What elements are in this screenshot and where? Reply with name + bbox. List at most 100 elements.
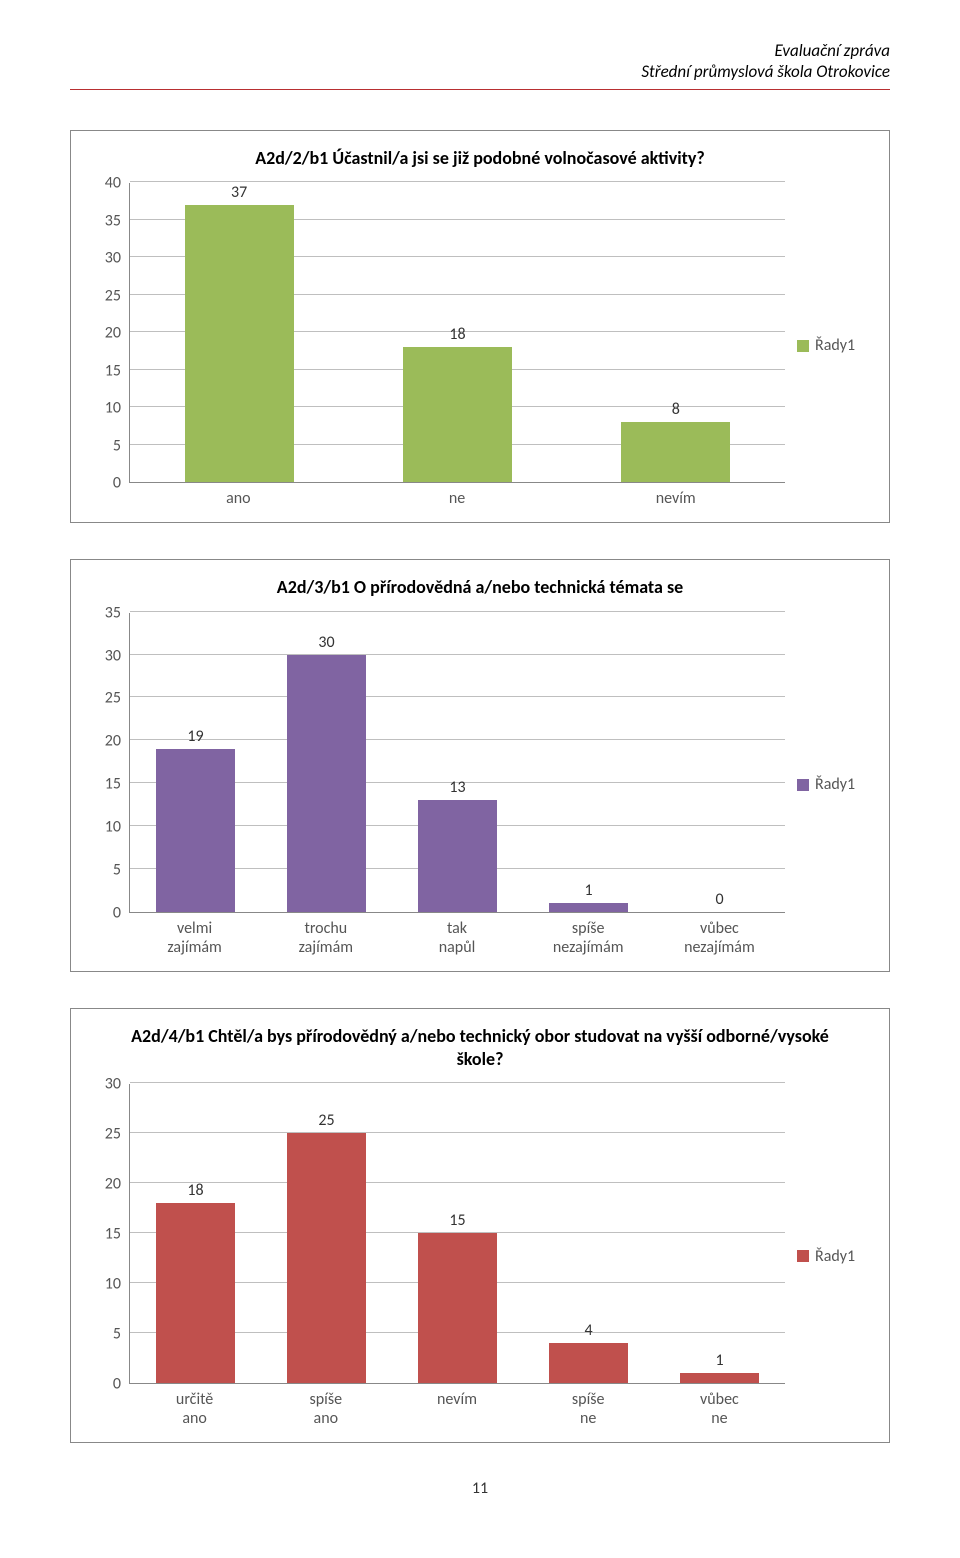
- chart1-legend-swatch: [797, 340, 809, 352]
- chart3-legend-text: Řady1: [815, 1247, 855, 1266]
- chart2-x-label: spíšenezajímám: [523, 919, 654, 957]
- chart3-plot: 18 25 15 4 1: [129, 1084, 785, 1384]
- chart3-y-tick: 0: [113, 1375, 121, 1394]
- chart1-y-axis: 0510152025303540: [85, 183, 129, 483]
- doc-header: Evaluační zpráva Střední průmyslová škol…: [70, 40, 890, 83]
- chart1-y-tick: 0: [113, 474, 121, 493]
- chart2-bar-value: 19: [156, 727, 235, 746]
- chart3-bar-slot: 4: [523, 1343, 654, 1383]
- chart3-bar: 18: [156, 1203, 235, 1383]
- chart3: A2d/4/b1 Chtěl/a bys přírodovědný a/nebo…: [70, 1008, 890, 1443]
- chart2-bar: 1: [549, 903, 628, 912]
- chart3-x-label: spíšeano: [260, 1390, 391, 1428]
- chart2-y-tick: 0: [113, 903, 121, 922]
- chart3-bar: 15: [418, 1233, 497, 1383]
- chart2-legend: Řady1: [785, 613, 875, 957]
- chart2-y-tick: 15: [105, 775, 121, 794]
- chart3-bar: 4: [549, 1343, 628, 1383]
- chart2-y-tick: 20: [105, 732, 121, 751]
- chart2: A2d/3/b1 O přírodovědná a/nebo technická…: [70, 559, 890, 972]
- page-number: 11: [70, 1479, 890, 1498]
- chart1-bar-slot: 8: [567, 422, 785, 482]
- chart2-bar-value: 13: [418, 778, 497, 797]
- chart2-y-axis: 05101520253035: [85, 613, 129, 913]
- chart1-y-tick: 25: [105, 286, 121, 305]
- chart2-x-label: taknapůl: [391, 919, 522, 957]
- chart3-y-tick: 15: [105, 1225, 121, 1244]
- chart1-y-tick: 15: [105, 361, 121, 380]
- chart3-grid-line: [130, 1082, 785, 1083]
- charts-container: A2d/2/b1 Účastnil/a jsi se již podobné v…: [70, 130, 890, 1444]
- chart2-y-tick: 10: [105, 817, 121, 836]
- chart2-plot: 19 30 13 1 0: [129, 613, 785, 913]
- chart1-legend-text: Řady1: [815, 336, 855, 355]
- chart2-bar-value: 30: [287, 633, 366, 652]
- chart3-y-tick: 5: [113, 1325, 121, 1344]
- chart2-bar-slot: 19: [130, 749, 261, 912]
- chart2-bar-slot: 30: [261, 655, 392, 912]
- chart2-y-tick: 30: [105, 646, 121, 665]
- chart3-y-tick: 20: [105, 1175, 121, 1194]
- chart1-bar: 37: [185, 205, 294, 483]
- chart2-bar-slot: 13: [392, 800, 523, 911]
- chart1-bar-slot: 37: [130, 205, 348, 483]
- chart3-bar-value: 18: [156, 1181, 235, 1200]
- chart3-y-tick: 30: [105, 1075, 121, 1094]
- chart2-x-label: velmizajímám: [129, 919, 260, 957]
- chart2-y-tick: 35: [105, 603, 121, 622]
- chart3-bar-slot: 25: [261, 1133, 392, 1383]
- chart2-title: A2d/3/b1 O přírodovědná a/nebo technická…: [85, 576, 875, 599]
- chart3-title: A2d/4/b1 Chtěl/a bys přírodovědný a/nebo…: [85, 1025, 875, 1070]
- chart1-x-labels: anonenevím: [129, 489, 785, 508]
- chart1-title: A2d/2/b1 Účastnil/a jsi se již podobné v…: [85, 147, 875, 170]
- chart3-legend-swatch: [797, 1250, 809, 1262]
- chart2-y-tick: 25: [105, 689, 121, 708]
- header-rule: [70, 89, 890, 90]
- chart1: A2d/2/b1 Účastnil/a jsi se již podobné v…: [70, 130, 890, 524]
- chart3-y-axis: 051015202530: [85, 1084, 129, 1384]
- doc-header-line1: Evaluační zpráva: [70, 40, 890, 61]
- chart3-x-label: nevím: [391, 1390, 522, 1428]
- doc-header-line2: Střední průmyslová škola Otrokovice: [70, 61, 890, 82]
- chart1-bar: 18: [403, 347, 512, 482]
- chart2-x-label: trochuzajímám: [260, 919, 391, 957]
- chart3-bar: 25: [287, 1133, 366, 1383]
- chart2-bar: 30: [287, 655, 366, 912]
- chart3-y-tick: 10: [105, 1275, 121, 1294]
- chart1-x-label: nevím: [566, 489, 785, 508]
- chart3-bar: 1: [680, 1373, 759, 1383]
- chart3-bar-slot: 18: [130, 1203, 261, 1383]
- chart3-bar-value: 15: [418, 1211, 497, 1230]
- chart2-x-labels: velmizajímámtrochuzajímámtaknapůlspíšene…: [129, 919, 785, 957]
- chart1-bar-value: 18: [403, 325, 512, 344]
- chart1-y-tick: 5: [113, 436, 121, 455]
- chart2-bar: 19: [156, 749, 235, 912]
- chart3-legend: Řady1: [785, 1084, 875, 1428]
- chart2-bar: 13: [418, 800, 497, 911]
- chart2-bar-value: 0: [680, 890, 759, 909]
- chart3-x-labels: určitěanospíšeanonevímspíšenevůbecne: [129, 1390, 785, 1428]
- chart1-bar: 8: [621, 422, 730, 482]
- chart3-y-tick: 25: [105, 1125, 121, 1144]
- chart2-bar-slot: 1: [523, 903, 654, 912]
- chart1-legend: Řady1: [785, 183, 875, 508]
- chart1-x-label: ne: [348, 489, 567, 508]
- chart2-legend-swatch: [797, 779, 809, 791]
- chart1-y-tick: 30: [105, 249, 121, 268]
- chart3-x-label: určitěano: [129, 1390, 260, 1428]
- chart1-bar-slot: 18: [348, 347, 566, 482]
- chart3-bar-value: 25: [287, 1111, 366, 1130]
- chart1-bar-value: 8: [621, 400, 730, 419]
- chart3-bar-value: 1: [680, 1351, 759, 1370]
- chart2-legend-text: Řady1: [815, 775, 855, 794]
- chart1-bar-value: 37: [185, 183, 294, 202]
- chart3-x-label: vůbecne: [654, 1390, 785, 1428]
- chart3-x-label: spíšene: [523, 1390, 654, 1428]
- chart3-bar-value: 4: [549, 1321, 628, 1340]
- chart1-plot: 37 18 8: [129, 183, 785, 483]
- chart2-grid-line: [130, 611, 785, 612]
- chart1-y-tick: 10: [105, 399, 121, 418]
- chart2-bar-value: 1: [549, 881, 628, 900]
- chart1-y-tick: 20: [105, 324, 121, 343]
- chart2-x-label: vůbecnezajímám: [654, 919, 785, 957]
